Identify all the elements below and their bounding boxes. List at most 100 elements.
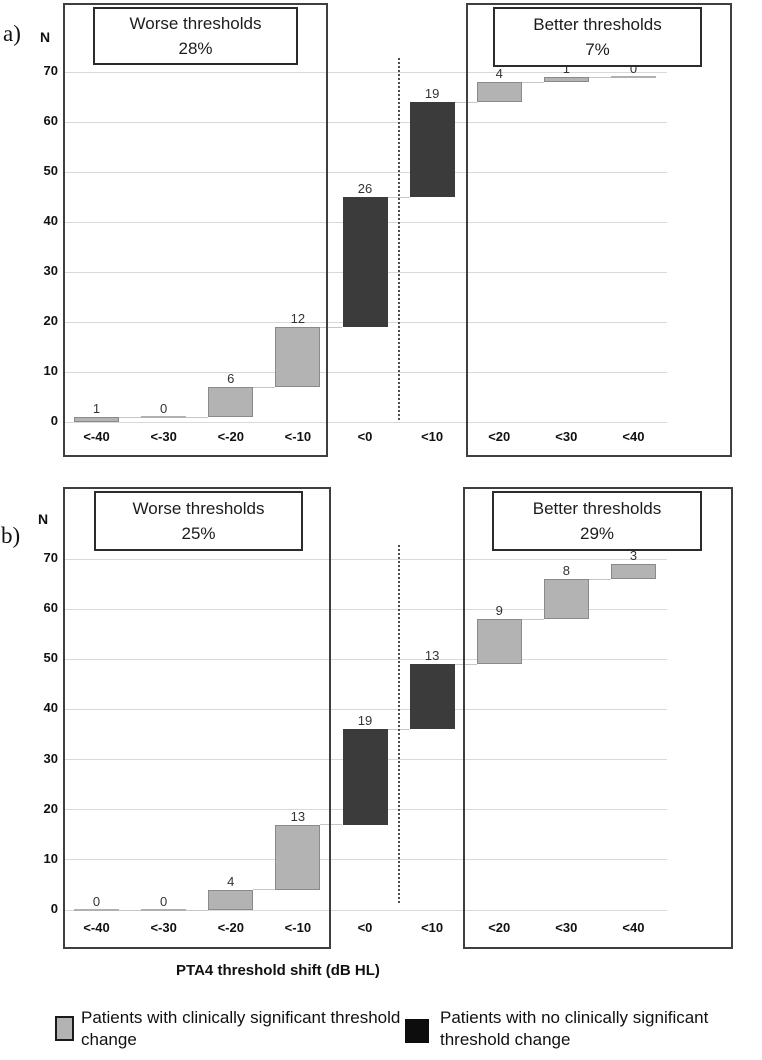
bar-value-label: 19 <box>357 713 373 729</box>
bar-value-label: 0 <box>629 61 638 76</box>
legend-black-swatch-icon <box>405 1019 429 1043</box>
bar-value-label: 26 <box>357 181 373 196</box>
bar-value-label: 0 <box>160 401 168 416</box>
bar-value-label: 9 <box>495 603 503 619</box>
x-tick-label: <40 <box>622 429 645 444</box>
panel-b-letter: b) <box>1 523 21 548</box>
y-tick-label: 70 <box>43 550 58 566</box>
x-tick-label: <10 <box>421 920 444 935</box>
panel-b-y-axis-label: N <box>38 511 49 527</box>
bar-value-label: 6 <box>227 371 235 386</box>
y-tick-label: 0 <box>50 413 58 428</box>
bar-<10 <box>409 102 455 197</box>
panel-a-better-thresholds-label-box: Better thresholds 7% <box>493 7 702 67</box>
connector-line <box>588 578 611 580</box>
y-tick-label: 70 <box>43 63 58 78</box>
x-tick-label: <0 <box>357 429 373 444</box>
bar-value-label: 0 <box>92 894 101 909</box>
panel-a-better-pct: 7% <box>585 40 610 59</box>
connector-line <box>119 416 142 418</box>
gridline <box>63 171 667 173</box>
x-tick-label: <-40 <box>83 429 110 444</box>
panel-a-worse-pct: 28% <box>178 39 213 58</box>
bar-value-label: 4 <box>495 66 503 81</box>
zero-bar-line-<-40 <box>74 909 120 911</box>
y-tick-label: 20 <box>43 800 58 816</box>
bar-value-label: 1 <box>562 61 570 76</box>
x-tick-label: <30 <box>555 920 578 935</box>
panel-a-better-title: Better thresholds <box>533 15 662 34</box>
bar-value-label: 13 <box>290 808 306 824</box>
connector-line <box>588 76 611 78</box>
gridline <box>63 421 667 423</box>
connector-line <box>253 386 276 388</box>
panel-a-zero-divider-line <box>398 58 400 420</box>
y-tick-label: 60 <box>43 113 58 128</box>
y-tick-label: 50 <box>43 650 58 666</box>
zero-bar-line-<-30 <box>141 416 187 418</box>
connector-line <box>521 81 544 83</box>
y-tick-label: 10 <box>43 363 58 378</box>
panel-a-better-thresholds-box <box>466 3 732 457</box>
bar-<-10 <box>275 327 321 387</box>
connector-line <box>186 416 209 418</box>
panel-b-better-title: Better thresholds <box>532 499 662 518</box>
x-tick-label: <-20 <box>217 920 244 935</box>
y-tick-label: 0 <box>50 901 58 916</box>
y-tick-label: 40 <box>43 213 58 228</box>
bar-<30 <box>543 77 589 82</box>
bar-<10 <box>409 664 455 730</box>
connector-line <box>320 824 343 826</box>
y-tick-label: 10 <box>43 850 58 866</box>
zero-bar-line-<-30 <box>141 909 187 911</box>
connector-line <box>454 101 477 103</box>
bar-<20 <box>476 82 522 102</box>
panel-b-better-thresholds-label-box: Better thresholds 29% <box>492 491 702 551</box>
bar-<40 <box>610 564 656 580</box>
y-tick-label: 30 <box>43 263 58 278</box>
y-tick-label: 60 <box>43 600 58 616</box>
gridline <box>63 658 667 660</box>
legend-label-significant: Patients with clinically significant thr… <box>81 1008 401 1049</box>
bar-<30 <box>543 579 589 620</box>
bar-value-label: 19 <box>424 86 440 101</box>
bar-<-20 <box>208 387 254 417</box>
x-tick-label: <20 <box>488 920 511 935</box>
gridline <box>63 608 667 610</box>
panel-b-zero-divider-line <box>398 545 400 903</box>
connector-line <box>253 889 276 891</box>
legend-label-nonsignificant: Patients with no clinically significant … <box>440 1008 709 1049</box>
gridline <box>63 708 667 710</box>
panel-b-better-thresholds-box <box>463 487 733 949</box>
x-tick-label: <-10 <box>284 429 312 444</box>
zero-bar-line-<40 <box>610 76 656 78</box>
gridline <box>63 371 667 373</box>
panel-b-worse-pct: 25% <box>181 524 216 543</box>
bar-value-label: 13 <box>424 648 440 664</box>
bar-value-label: 8 <box>562 563 570 579</box>
connector-line <box>454 663 477 665</box>
gridline <box>63 909 667 911</box>
gridline <box>63 859 667 861</box>
y-tick-label: 40 <box>43 700 58 716</box>
bar-<0 <box>342 197 388 327</box>
bar-value-label: 0 <box>160 894 168 909</box>
y-tick-label: 30 <box>43 750 58 766</box>
gridline <box>63 558 667 560</box>
bar-<-10 <box>275 824 321 890</box>
bar-value-label: 12 <box>290 311 306 326</box>
x-tick-label: <-30 <box>150 429 177 444</box>
panel-a-letter: a) <box>3 21 21 46</box>
connector-line <box>521 618 544 620</box>
bar-<-20 <box>208 889 254 910</box>
x-tick-label: <10 <box>421 429 444 444</box>
panel-b-worse-thresholds-box <box>63 487 331 949</box>
bar-value-label: 4 <box>227 873 235 889</box>
bar-value-label: 1 <box>92 401 101 416</box>
legend-gray-swatch-icon <box>55 1016 74 1041</box>
x-tick-label: <40 <box>622 920 645 935</box>
panel-a-worse-thresholds-label-box: Worse thresholds 28% <box>93 7 298 65</box>
panel-a-worse-title: Worse thresholds <box>129 14 262 33</box>
